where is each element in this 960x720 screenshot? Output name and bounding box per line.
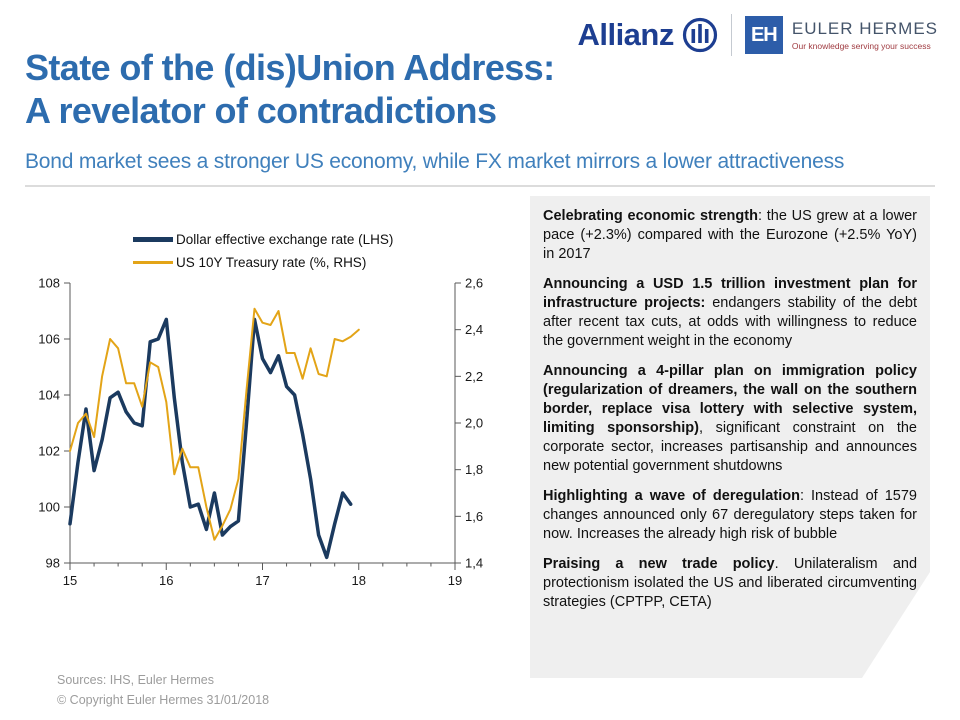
subtitle-rule (25, 185, 935, 187)
allianz-logo: Allianz (577, 17, 717, 53)
legend-swatch (133, 261, 173, 264)
eh-tagline: Our knowledge serving your success (791, 41, 931, 51)
bullet-rest: , significant constraint on the corporat… (543, 420, 917, 474)
bullet-rest: : Instead of 1579 changes announced only… (543, 488, 917, 542)
logo-divider (730, 14, 732, 56)
chart-legend: Dollar effective exchange rate (LHS) US … (133, 232, 393, 270)
svg-text:2,6: 2,6 (465, 276, 483, 291)
eh-monogram: EH (744, 16, 783, 54)
chart-panel: Dollar effective exchange rate (LHS) US … (35, 200, 490, 605)
legend-swatch (133, 237, 173, 242)
svg-text:104: 104 (38, 388, 60, 403)
svg-text:102: 102 (38, 444, 60, 459)
svg-text:17: 17 (255, 573, 269, 588)
bullet-paragraph: Celebrating economic strength: the US gr… (543, 207, 917, 264)
svg-text:108: 108 (38, 276, 60, 291)
bullet-lead: Announcing a USD 1.5 trillion investment… (543, 276, 917, 311)
page-title: State of the (dis)Union Address: A revel… (25, 46, 555, 132)
svg-text:18: 18 (352, 573, 366, 588)
bullet-lead: Celebrating economic strength (543, 208, 758, 224)
euler-hermes-logo: EH EULER HERMES Our knowledge serving yo… (744, 16, 938, 54)
svg-text:100: 100 (38, 500, 60, 515)
svg-text:2,2: 2,2 (465, 369, 483, 384)
svg-text:2,0: 2,0 (465, 416, 483, 431)
svg-text:1,4: 1,4 (465, 556, 483, 571)
svg-text:15: 15 (63, 573, 77, 588)
bullet-lead: Announcing a 4-pillar plan on immigratio… (543, 363, 917, 436)
svg-text:16: 16 (159, 573, 173, 588)
svg-text:2,4: 2,4 (465, 322, 483, 337)
svg-text:1,6: 1,6 (465, 509, 483, 524)
bullet-paragraph: Announcing a USD 1.5 trillion investment… (543, 275, 917, 351)
legend-item: US 10Y Treasury rate (%, RHS) (133, 255, 393, 270)
svg-text:106: 106 (38, 332, 60, 347)
bullet-paragraph: Praising a new trade policy. Unilaterali… (543, 555, 917, 612)
bullet-paragraph: Highlighting a wave of deregulation: Ins… (543, 487, 917, 544)
footer-sources: Sources: IHS, Euler Hermes (57, 673, 214, 687)
page-subtitle: Bond market sees a stronger US economy, … (25, 150, 845, 173)
allianz-emblem-icon (682, 17, 717, 53)
legend-label: US 10Y Treasury rate (%, RHS) (176, 255, 367, 270)
page-title-line1: State of the (dis)Union Address: (25, 47, 555, 88)
bullet-paragraph: Announcing a 4-pillar plan on immigratio… (543, 362, 917, 476)
header-logos: Allianz EH EULER HERMES Our knowledge se… (577, 14, 938, 56)
legend-label: Dollar effective exchange rate (LHS) (176, 232, 394, 247)
allianz-wordmark: Allianz (577, 17, 674, 52)
footer: Sources: IHS, Euler Hermes © Copyright E… (57, 670, 269, 710)
svg-text:19: 19 (448, 573, 462, 588)
footer-copyright: © Copyright Euler Hermes 31/01/2018 (57, 693, 270, 707)
svg-text:98: 98 (46, 556, 60, 571)
content-box: Celebrating economic strength: the US gr… (530, 196, 930, 678)
svg-text:1,8: 1,8 (465, 462, 483, 477)
chart-plot: 98 100 102 104 106 108 1,4 1,6 1,8 2,0 2,2 2,4 2,6 15… (38, 276, 483, 589)
legend-item: Dollar effective exchange rate (LHS) (133, 232, 393, 247)
bullet-rest: . Unilateralism and protectionism isolat… (543, 556, 918, 610)
bullet-lead: Praising a new trade policy (543, 556, 775, 572)
eh-texts: EULER HERMES Our knowledge serving your … (792, 19, 938, 51)
bullet-lead: Highlighting a wave of deregulation (543, 488, 800, 504)
bullet-rest: endangers stability of the debt after re… (543, 295, 917, 349)
eh-company-name: EULER HERMES (791, 19, 938, 38)
bullet-rest: : the US grew at a lower pace (+2.3%) co… (543, 208, 917, 262)
page-title-line2: A revelator of contradictions (25, 90, 497, 131)
